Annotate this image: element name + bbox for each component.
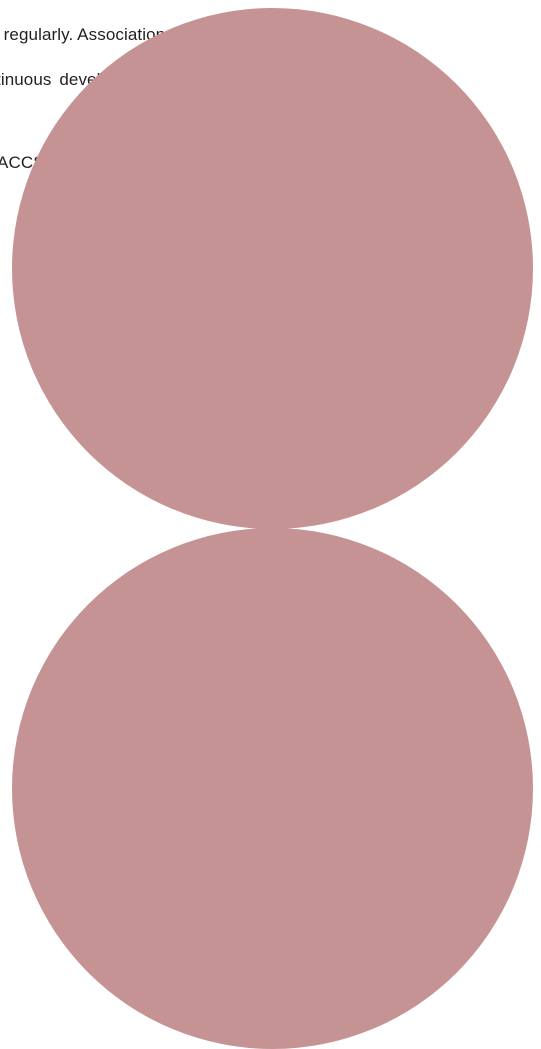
decorative-circle-bottom: [12, 528, 533, 1049]
paragraph-line-1: t regularly. Association: [0, 25, 166, 44]
decorative-circle-top: [12, 8, 533, 529]
